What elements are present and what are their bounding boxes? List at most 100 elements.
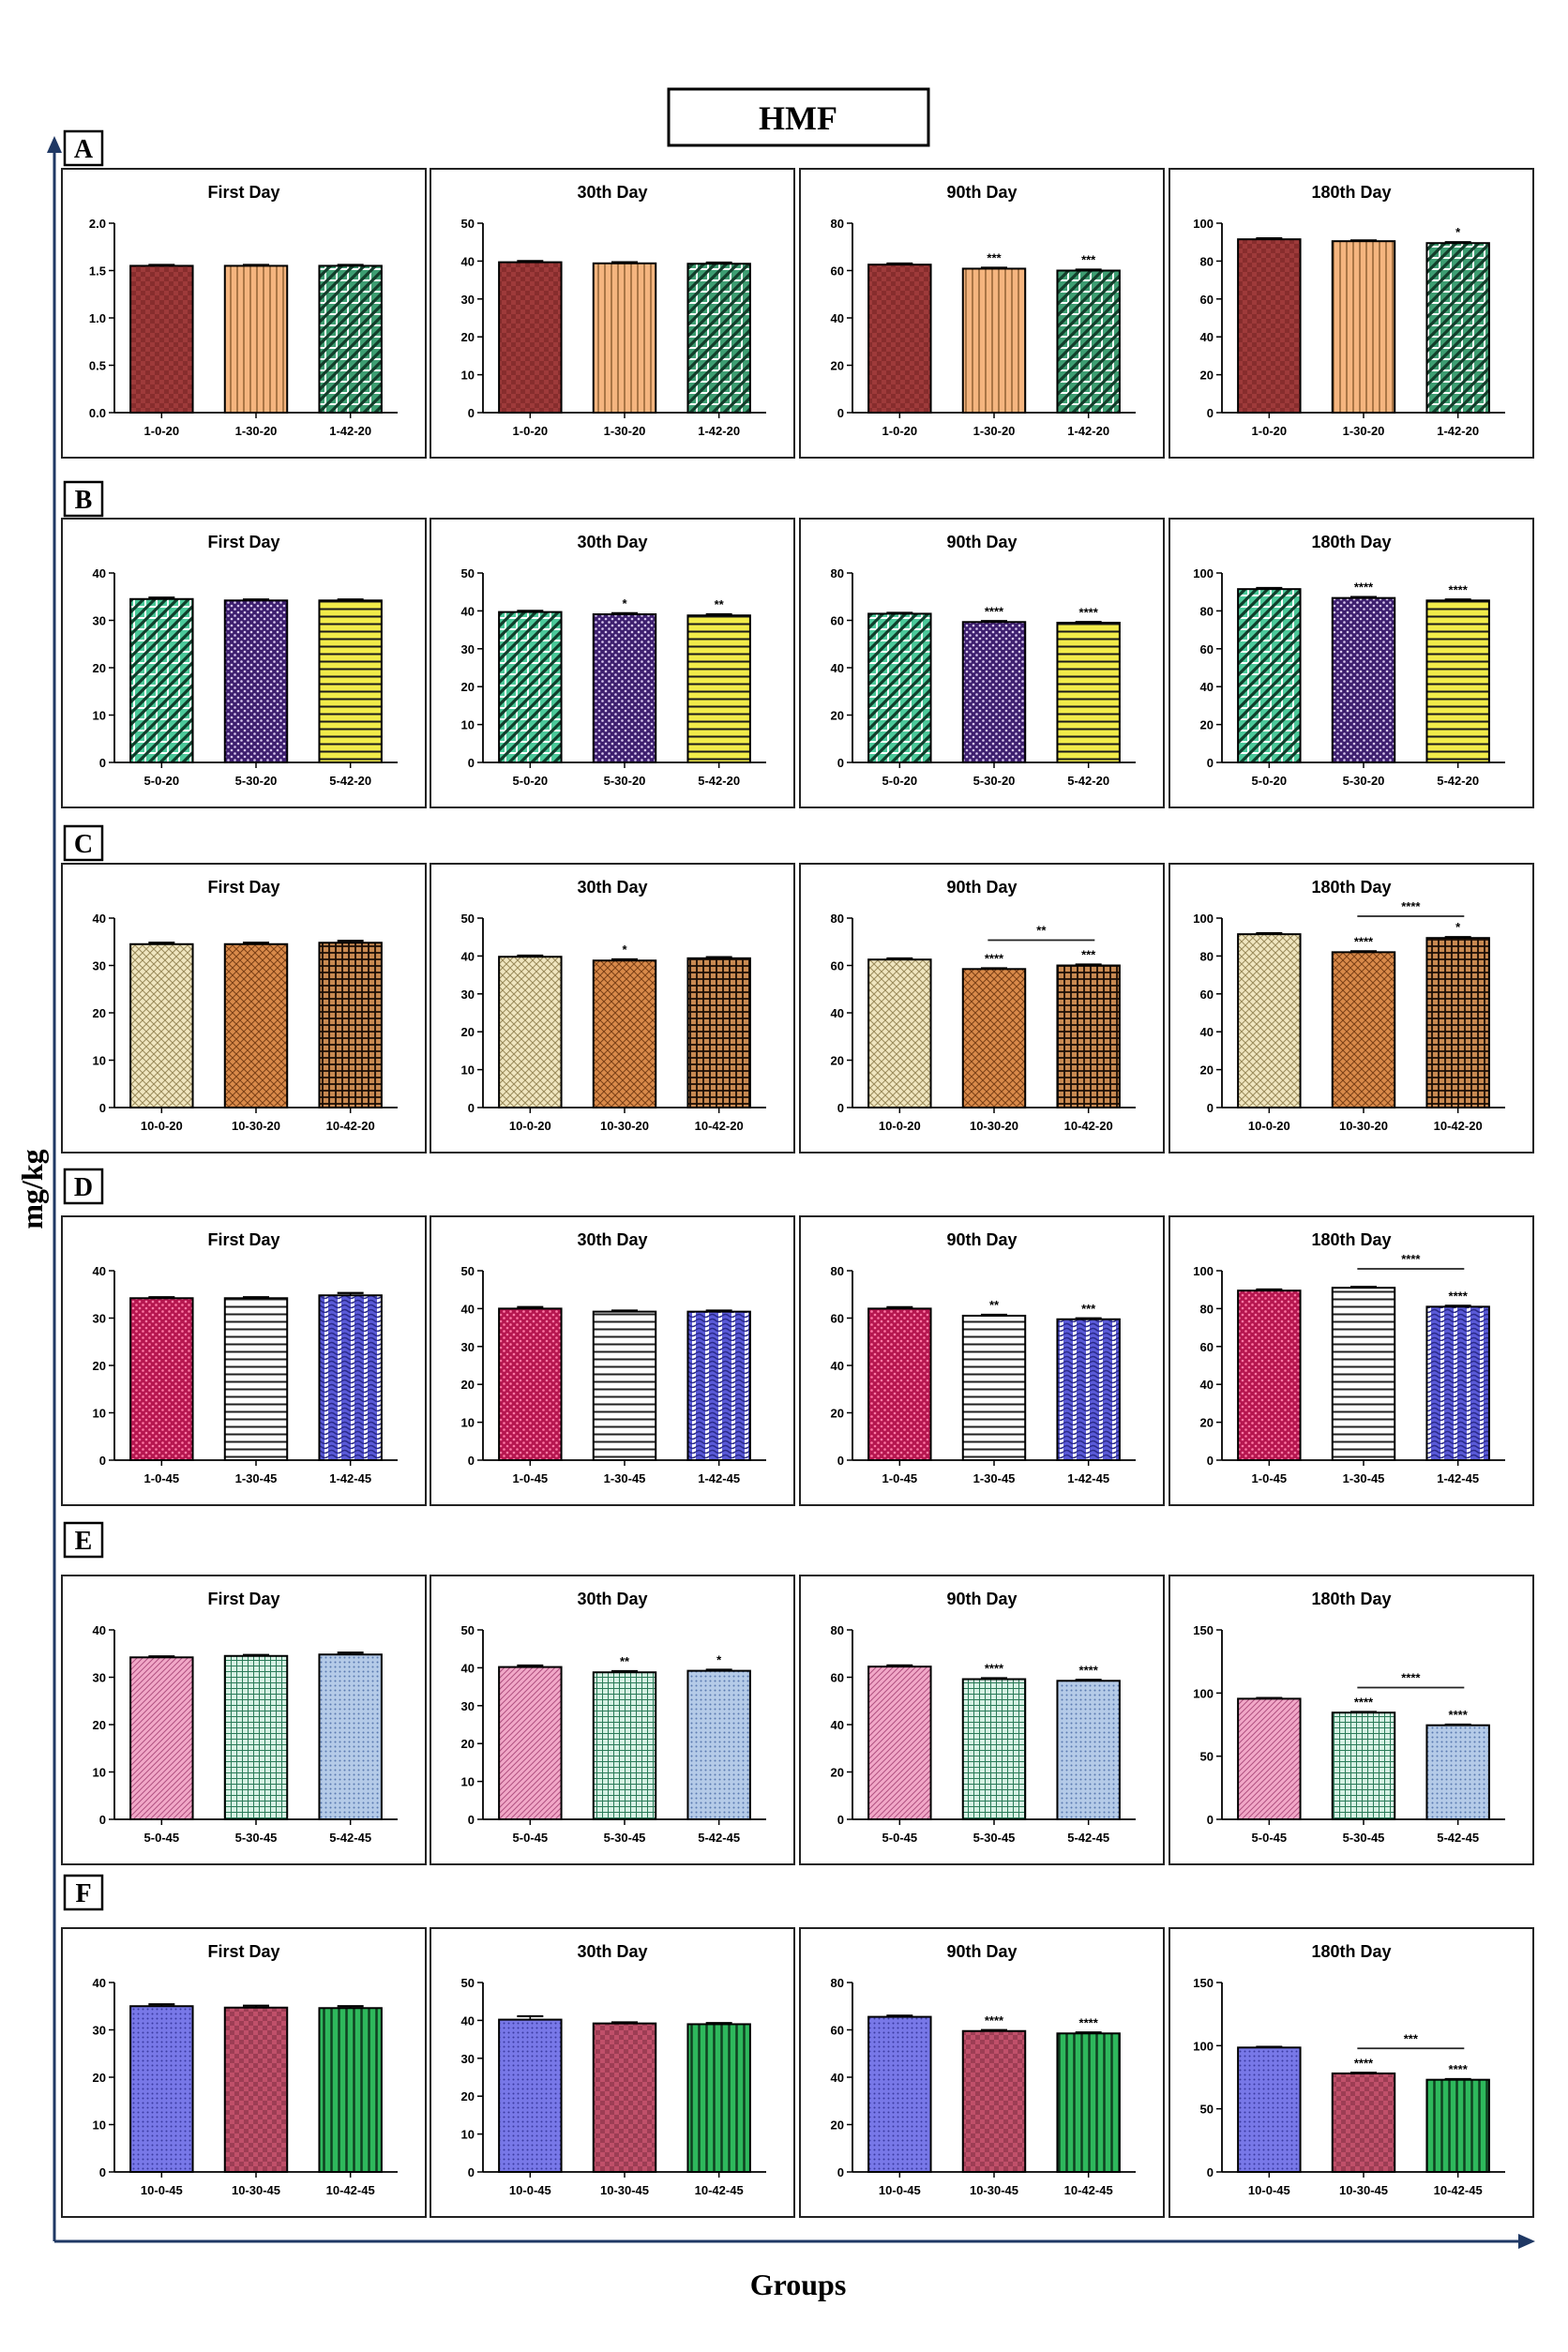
y-tick-label: 40 [831,1718,844,1732]
chart-title: 90th Day [946,1590,1017,1608]
y-tick-label: 40 [93,912,106,926]
x-tick-label: 1-30-45 [604,1471,646,1485]
bar-10-42-45 [318,2007,383,2174]
chart-title: 30th Day [577,1230,647,1249]
bracket-label: **** [1401,899,1421,913]
y-tick-label: 10 [461,2128,475,2142]
x-tick-label: 5-30-45 [235,1831,278,1845]
y-tick-label: 40 [831,1359,844,1373]
y-tick-label: 30 [461,642,475,656]
x-tick-label: 10-42-45 [695,2183,744,2197]
y-tick-label: 60 [1200,988,1214,1002]
y-tick-label: 0 [837,1813,844,1827]
bar-1-30-20 [961,267,1027,415]
y-tick-label: 40 [461,2013,475,2028]
chart-panel-b-2: 30th Day 0 10 20 30 40 50 5-0-20 5-30-20 * 5-42-20… [430,518,795,808]
bar-1-42-45 [1425,1305,1490,1461]
y-tick-label: 20 [461,1025,475,1039]
x-tick-label: 1-42-20 [1067,424,1109,438]
y-tick-label: 60 [1200,642,1214,656]
y-tick-label: 0 [1207,1454,1214,1468]
y-tick-label: 50 [461,566,475,580]
y-tick-label: 80 [831,217,844,231]
x-tick-label: 1-0-20 [882,424,918,438]
x-tick-label: 10-0-20 [879,1119,921,1133]
chart-panel-d-1: First Day 0 10 20 30 40 1-0-45 1-30-45 1-42-45 [61,1215,427,1506]
y-tick-label: 20 [831,1407,844,1421]
bar-5-0-45 [498,1666,563,1821]
bar-1-42-20 [686,263,751,414]
bar-1-0-45 [1237,1289,1302,1461]
bracket-label: **** [1401,1671,1421,1685]
bracket-label: ** [1036,923,1047,937]
bar-1-42-20 [1056,269,1121,414]
significance-label: *** [1081,1302,1096,1316]
y-tick-label: 60 [831,264,844,279]
x-tick-label: 10-0-45 [1248,2183,1290,2197]
y-tick-label: 80 [1200,604,1214,618]
y-tick-label: 80 [831,1264,844,1278]
chart-title: 180th Day [1311,533,1391,551]
bar-5-30-20 [223,599,289,763]
x-tick-label: 5-42-20 [1067,774,1109,788]
chart-panel-b-4: 180th Day 0 20 40 60 80 100 5-0-20 5-30-20 **** 5-… [1168,518,1534,808]
chart-title: 30th Day [577,183,647,202]
y-tick-label: 100 [1193,1264,1214,1278]
bar-5-0-45 [1237,1697,1302,1820]
y-tick-label: 0 [837,406,844,420]
x-tick-label: 5-30-20 [1343,774,1385,788]
x-tick-label: 10-0-45 [509,2183,551,2197]
row-letters: A B C D E F [63,129,104,1911]
bar-10-0-45 [498,2018,563,2174]
x-tick-label: 1-42-45 [1437,1471,1479,1485]
y-tick-label: 50 [461,1976,475,1990]
chart-panel-e-3: 90th Day 0 20 40 60 80 5-0-45 5-30-45 **** 5-42-4… [799,1575,1165,1865]
x-tick-label: 10-30-45 [232,2183,280,2197]
y-tick-label: 20 [93,1359,106,1373]
x-tick-label: 5-0-45 [1252,1831,1288,1845]
y-tick-label: 100 [1193,217,1214,231]
x-tick-label: 10-0-20 [509,1119,551,1133]
y-tick-label: 40 [461,1302,475,1316]
y-tick-label: 0 [1207,1101,1214,1115]
bar-5-30-45 [592,1671,657,1821]
x-tick-label: 1-30-20 [973,424,1016,438]
y-tick-label: 30 [93,2024,106,2038]
row-letter-f: F [63,1874,104,1911]
y-tick-label: 80 [1200,949,1214,963]
y-tick-label: 30 [461,2052,475,2066]
significance-label: **** [1079,605,1099,619]
significance-label: ** [620,1654,630,1668]
bar-10-0-20 [1237,933,1302,1108]
x-tick-label: 1-30-45 [235,1471,278,1485]
significance-label: * [716,1652,722,1666]
y-tick-label: 20 [461,330,475,344]
bar-10-42-45 [686,2023,751,2173]
y-tick-label: 80 [831,566,844,580]
bracket-label: **** [1401,1252,1421,1266]
bar-1-0-20 [867,264,932,414]
significance-label: **** [1354,2056,1374,2070]
bar-10-0-20 [867,958,932,1108]
y-tick-label: 10 [461,369,475,383]
y-tick-label: 20 [831,1766,844,1780]
x-tick-label: 1-0-45 [513,1471,549,1485]
y-axis-label: mg/kg [15,1149,49,1229]
bar-5-42-45 [1056,1680,1121,1820]
bar-10-0-45 [1237,2046,1302,2173]
y-tick-label: 2.0 [89,217,106,231]
y-tick-label: 10 [93,2118,106,2133]
bar-5-0-45 [867,1666,932,1820]
x-tick-label: 10-0-45 [141,2183,183,2197]
y-tick-label: 0 [468,1454,475,1468]
y-tick-label: 20 [1200,1416,1214,1430]
row-letter-e: E [63,1521,104,1559]
x-axis-arrow-icon [1518,2234,1535,2249]
row-letter-d: D [63,1168,104,1205]
y-tick-label: 0 [1207,406,1214,420]
y-tick-label: 40 [1200,1025,1214,1039]
significance-label: **** [985,952,1004,966]
y-tick-label: 10 [93,709,106,723]
significance-label: * [622,942,627,957]
